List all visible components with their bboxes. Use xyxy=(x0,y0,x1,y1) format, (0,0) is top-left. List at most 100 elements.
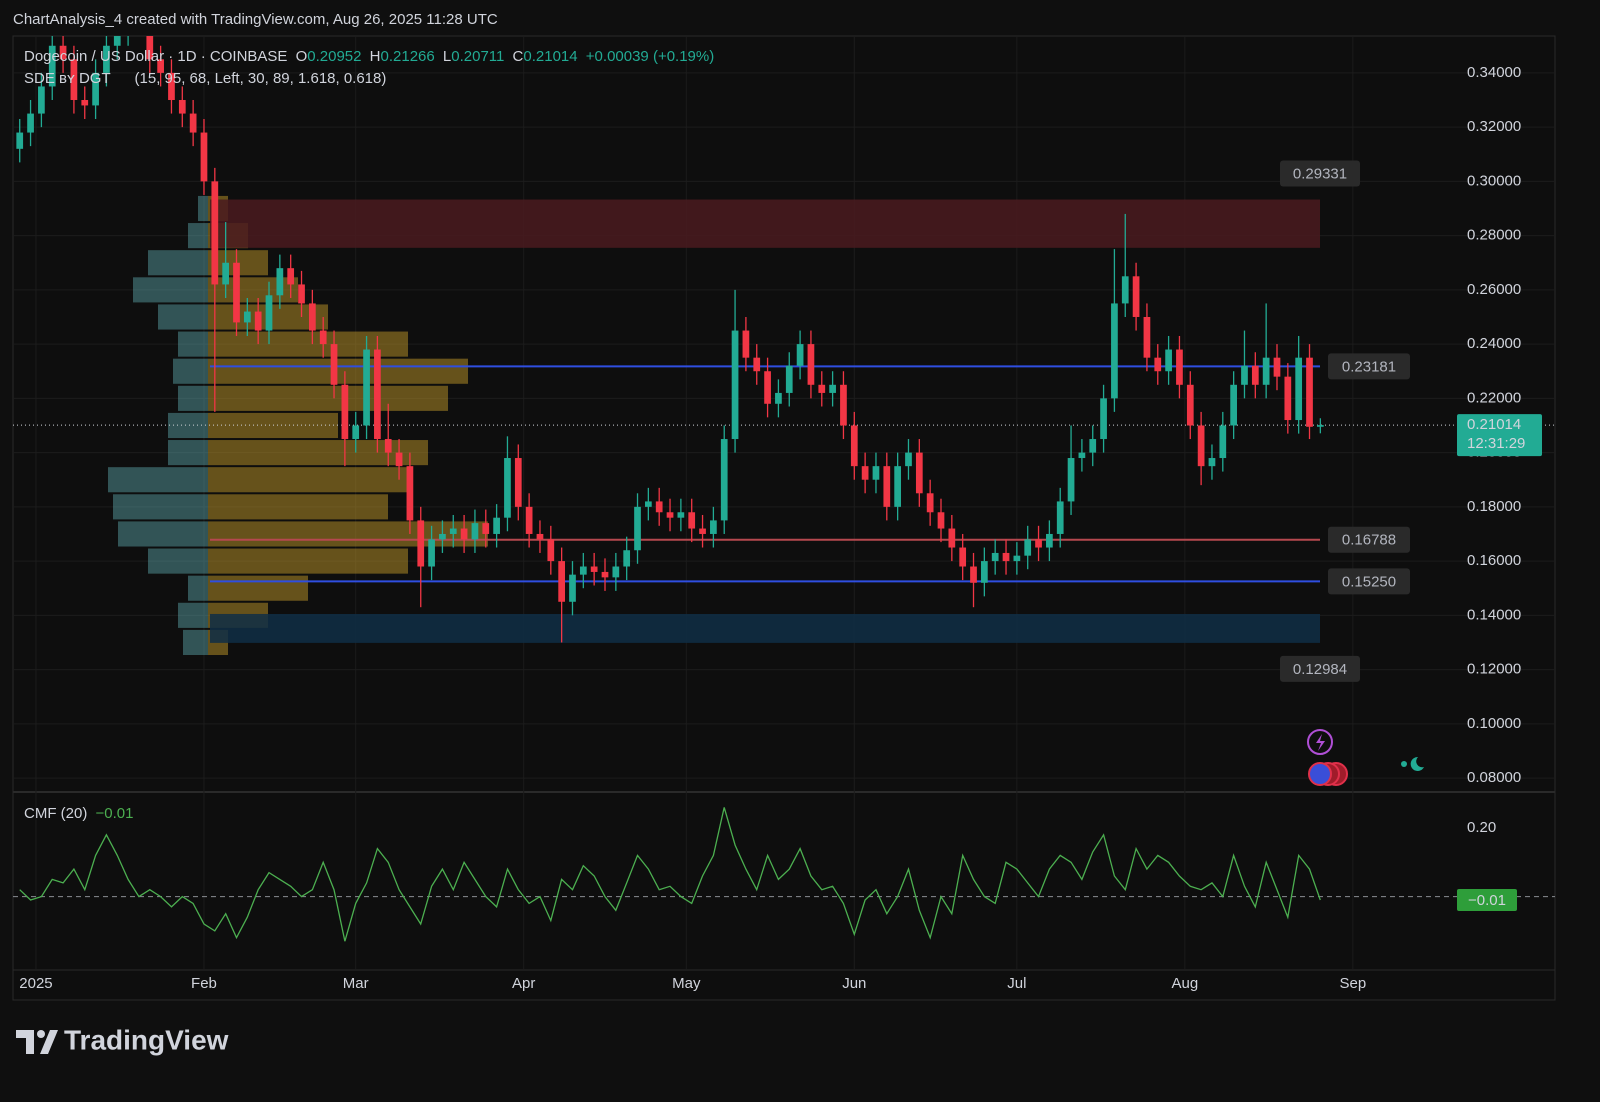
symbol-title: Dogecoin / US Dollar · 1D · COINBASE xyxy=(24,48,287,65)
candle-body xyxy=(569,574,576,602)
y-tick-label: 0.08000 xyxy=(1467,769,1521,786)
level-label: 0.16788 xyxy=(1342,532,1396,549)
x-tick-label: Jul xyxy=(1007,975,1026,992)
candles xyxy=(16,36,1324,643)
ohlc-value: 0.20952 xyxy=(307,48,361,65)
candle-body xyxy=(16,132,24,149)
candle-body xyxy=(579,566,587,575)
candle-body xyxy=(48,45,56,87)
level-label: 0.29331 xyxy=(1293,165,1347,182)
candle-body xyxy=(829,384,836,393)
candle-body xyxy=(406,466,414,521)
brand: TradingView xyxy=(64,1024,229,1055)
cmf-value: −0.01 xyxy=(96,805,134,822)
candle-body xyxy=(146,36,154,60)
candle-body xyxy=(1219,425,1227,459)
candle-body xyxy=(753,357,761,372)
candle-body xyxy=(276,268,284,296)
candle-body xyxy=(428,539,435,567)
candle-body xyxy=(688,512,696,529)
indicator-params: (15, 95, 68, Left, 30, 89, 1.618, 0.618) xyxy=(135,70,387,87)
x-tick-label: Aug xyxy=(1172,975,1199,992)
x-tick-label: Sep xyxy=(1340,975,1367,992)
candle-body xyxy=(1111,303,1118,399)
candle-body xyxy=(634,506,641,551)
candle-body xyxy=(482,523,490,534)
candle-body xyxy=(1067,458,1075,502)
profile-up-bar xyxy=(158,304,208,330)
profile-up-bar xyxy=(188,575,208,601)
profile-up-bar xyxy=(178,602,208,628)
candle-body xyxy=(157,59,164,73)
level-label: 0.15250 xyxy=(1342,573,1396,590)
candle-body xyxy=(384,439,392,453)
candle-body xyxy=(38,86,45,114)
y-tick-label: 0.22000 xyxy=(1467,389,1521,406)
caption: ChartAnalysis_4 created with TradingView… xyxy=(13,11,498,28)
candle-body xyxy=(233,262,240,323)
profile-up-bar xyxy=(168,440,208,466)
zone xyxy=(210,613,1320,643)
candle-body xyxy=(200,132,208,182)
ohlc-label: L xyxy=(443,48,451,65)
cmf-line xyxy=(19,807,1321,942)
candle-body xyxy=(1013,555,1021,562)
candle-body xyxy=(168,72,175,101)
candle-body xyxy=(1284,376,1292,421)
candle-body xyxy=(623,550,631,567)
ohlc-value: 0.21014 xyxy=(523,48,577,65)
x-tick-label: 2025 xyxy=(19,975,52,992)
candle-body xyxy=(222,262,230,285)
profile-up-bar xyxy=(173,358,208,384)
candle-body xyxy=(720,439,728,521)
profile-down-bar xyxy=(208,440,428,466)
indicator-line: SDE ʙʏ DGT (15, 95, 68, Left, 30, 89, 1.… xyxy=(24,70,386,87)
event-icons xyxy=(1307,729,1424,786)
ohlc-value: 0.21266 xyxy=(381,48,435,65)
candle-body xyxy=(926,493,934,513)
bolt-icon xyxy=(1316,734,1325,751)
candle-body xyxy=(374,349,381,440)
cmf-title: CMF (20) xyxy=(24,805,87,822)
profile-up-bar xyxy=(183,629,208,656)
candle-body xyxy=(1316,425,1324,427)
candle-body xyxy=(1132,276,1140,317)
candle-body xyxy=(254,311,262,331)
candle-body xyxy=(894,466,902,507)
profile-up-bar xyxy=(113,494,208,520)
candle-body xyxy=(850,425,858,467)
candle-body xyxy=(514,458,522,507)
level-badge xyxy=(1328,568,1410,595)
candle-body xyxy=(1176,349,1183,385)
candle-body xyxy=(1024,539,1032,556)
candle-body xyxy=(590,566,598,572)
x-tick-label: May xyxy=(672,975,701,992)
y-tick-label: 0.10000 xyxy=(1467,715,1521,732)
y-tick-label: 0.28000 xyxy=(1467,227,1521,244)
candle-body xyxy=(363,349,370,426)
sun-icon xyxy=(1401,761,1407,767)
candle-body xyxy=(991,552,999,562)
candle-body xyxy=(937,512,945,529)
candle-body xyxy=(1046,533,1053,548)
zone xyxy=(210,199,1320,248)
profile-up-bar xyxy=(148,250,208,276)
level-badge xyxy=(1328,526,1410,553)
candle-body xyxy=(536,533,544,540)
legend-line: Dogecoin / US Dollar · 1D · COINBASE O0.… xyxy=(24,48,714,65)
profile-down-bar xyxy=(208,521,488,547)
profile-up-bar xyxy=(178,385,208,411)
candle-body xyxy=(601,571,609,578)
profile-up-bar xyxy=(178,331,208,357)
candle-body xyxy=(1273,357,1281,377)
candle-body xyxy=(27,113,34,133)
cmf-legend: CMF (20) −0.01 xyxy=(24,805,133,822)
axis-labels: 2025 Feb Mar Apr May Jun Jul Aug Sep 0.34000 0.320… xyxy=(19,64,1542,992)
candle-body xyxy=(1241,365,1248,385)
candle-body xyxy=(807,344,815,385)
candle-body xyxy=(699,528,706,534)
candle-body xyxy=(1121,276,1129,304)
candle-body xyxy=(525,506,533,534)
candle-body xyxy=(915,452,923,494)
flag-icon xyxy=(1308,762,1332,786)
